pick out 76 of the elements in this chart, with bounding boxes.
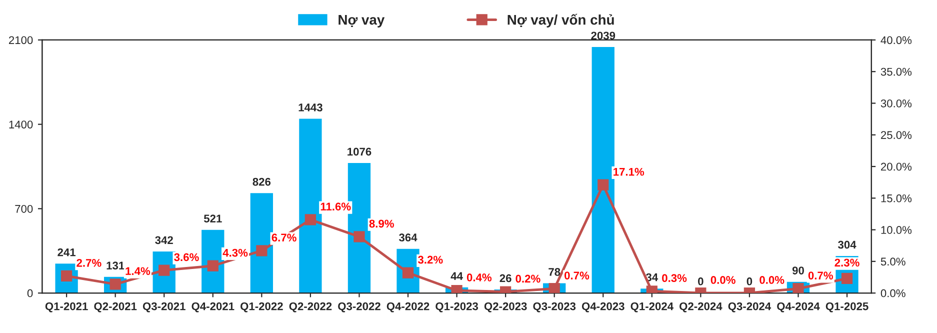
data-label: 8.9% <box>369 220 394 228</box>
point <box>354 231 365 242</box>
data-label: 342 <box>155 236 173 244</box>
data-label: 1443 <box>298 104 322 112</box>
point <box>207 260 218 272</box>
data-label: 3.6% <box>174 253 199 262</box>
data-label: 6.7% <box>272 234 296 242</box>
point <box>598 179 609 190</box>
y-tick-label: 0 <box>27 289 33 298</box>
point <box>792 283 804 294</box>
y2-tick-label: 40.0% <box>880 36 912 44</box>
x-tick-label: Q2-2024 <box>680 302 722 312</box>
x-tick-label: Q1-2022 <box>240 302 283 312</box>
bar <box>299 118 322 294</box>
x-tick-label: Q4-2022 <box>386 302 430 312</box>
y2-tick-label: 15.0% <box>881 194 912 202</box>
point <box>451 284 462 294</box>
data-label: 0.2% <box>516 274 540 283</box>
legend-label: Nợ vay/ vốn chủ <box>508 14 614 28</box>
x-tick-label: Q3-2022 <box>338 302 380 312</box>
point <box>304 214 316 226</box>
x-tick-label: Q2-2022 <box>289 302 332 312</box>
x-tick-label: Q3-2021 <box>142 302 186 312</box>
data-label: 364 <box>398 234 418 242</box>
x-tick-label: Q1-2021 <box>45 302 88 312</box>
data-label: 0 <box>746 277 752 286</box>
y-tick-label: 700 <box>15 204 33 213</box>
data-label: 0.0% <box>760 276 784 284</box>
data-label: 2.3% <box>834 258 860 267</box>
data-label: 131 <box>106 262 124 270</box>
x-tick-label: Q1-2024 <box>630 302 674 312</box>
x-tick-label: Q4-2021 <box>192 302 234 312</box>
x-tick-label: Q2-2021 <box>94 302 137 312</box>
y2-tick-label: 20.0% <box>880 162 912 171</box>
point <box>256 245 268 256</box>
x-tick-label: Q3-2024 <box>728 302 772 312</box>
x-tick-label: Q3-2023 <box>533 302 576 312</box>
data-label: 26 <box>500 274 512 282</box>
x-tick-label: Q1-2023 <box>436 302 478 312</box>
data-label: 0.3% <box>662 274 687 282</box>
data-label: 90 <box>792 266 804 274</box>
data-label: 44 <box>450 272 463 280</box>
x-tick-label: Q4-2023 <box>582 302 624 312</box>
data-label: 17.1% <box>614 168 644 176</box>
y-tick-label: 1400 <box>9 120 33 128</box>
data-label: 0.7% <box>808 272 833 280</box>
data-label: 304 <box>838 240 856 249</box>
bar <box>250 193 273 294</box>
y2-tick-label: 30.0% <box>880 99 912 108</box>
bar <box>592 46 614 294</box>
data-label: 2039 <box>591 32 616 40</box>
y2-tick-label: 5.0% <box>880 258 906 266</box>
data-label: 521 <box>204 214 222 222</box>
data-label: 11.6% <box>320 202 351 211</box>
data-label: 4.3% <box>222 248 248 257</box>
data-label: 0 <box>698 277 704 286</box>
y2-tick-label: 0.0% <box>880 289 906 298</box>
x-tick-label: Q1-2025 <box>826 302 868 312</box>
data-label: 241 <box>58 248 76 256</box>
x-tick-label: Q2-2023 <box>484 302 527 312</box>
data-label: 0.7% <box>564 272 590 280</box>
data-label: 0.0% <box>710 276 736 284</box>
point <box>548 283 560 294</box>
data-label: 78 <box>548 268 560 276</box>
data-label: 2.7% <box>76 258 102 267</box>
data-label: 0.4% <box>466 274 492 282</box>
y-tick-label: 2100 <box>8 36 33 44</box>
y2-tick-label: 25.0% <box>880 131 912 139</box>
data-label: 826 <box>252 178 271 186</box>
y2-tick-label: 35.0% <box>880 68 912 76</box>
y2-tick-label: 10.0% <box>881 226 912 234</box>
legend-label: Nợ vay <box>338 15 385 28</box>
data-label: 1076 <box>348 148 372 156</box>
data-label: 3.2% <box>418 256 443 264</box>
data-label: 1.4% <box>126 267 150 276</box>
x-tick-label: Q4-2024 <box>777 302 820 312</box>
